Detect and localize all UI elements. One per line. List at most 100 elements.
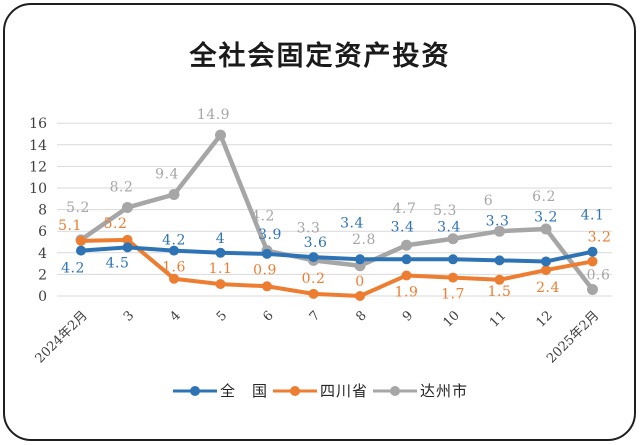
series-point-national-1 — [122, 242, 133, 253]
series-point-dazhou-3 — [215, 129, 226, 141]
series-point-dazhou-7 — [401, 239, 412, 251]
data-label-sichuan-10: 2.4 — [536, 280, 560, 296]
series-point-dazhou-1 — [122, 201, 133, 213]
data-label-national-9: 3.3 — [486, 213, 510, 229]
legend-line-marker-national — [172, 385, 217, 396]
data-label-dazhou-6: 2.8 — [352, 232, 376, 248]
series-point-dazhou-11 — [587, 284, 598, 296]
data-label-sichuan-0: 5.1 — [58, 218, 82, 234]
series-point-sichuan-4 — [262, 281, 272, 292]
series-point-national-8 — [448, 254, 458, 265]
data-label-dazhou-7: 4.7 — [393, 201, 417, 217]
x-tick-label-8: 10 — [441, 308, 463, 330]
data-label-dazhou-3: 14.9 — [197, 107, 230, 123]
y-tick-label-14: 14 — [29, 138, 47, 154]
series-point-national-3 — [215, 247, 226, 258]
data-label-dazhou-10: 6.2 — [532, 189, 556, 205]
data-label-dazhou-5: 3.3 — [297, 220, 321, 236]
legend-item-national: 全 国 — [172, 380, 268, 401]
data-label-sichuan-3: 1.1 — [209, 261, 233, 277]
data-label-sichuan-4: 0.9 — [253, 262, 277, 278]
data-label-national-11: 4.1 — [581, 208, 605, 224]
x-tick-label-7: 9 — [400, 308, 416, 324]
series-point-sichuan-7 — [401, 270, 412, 281]
y-tick-label-16: 16 — [29, 116, 47, 132]
data-label-sichuan-6: 0 — [355, 274, 364, 290]
x-tick-label-10: 12 — [534, 308, 556, 330]
data-label-sichuan-5: 0.2 — [302, 271, 326, 287]
data-label-national-4: 3.9 — [258, 227, 282, 243]
data-label-dazhou-9: 6 — [484, 193, 493, 209]
legend-line-marker-dazhou — [373, 385, 417, 396]
legend-label-dazhou: 达州市 — [420, 382, 469, 400]
series-point-sichuan-1 — [122, 234, 133, 245]
y-tick-label-6: 6 — [38, 224, 47, 240]
legend-line-marker-sichuan — [272, 385, 317, 396]
data-label-sichuan-11: 3.2 — [588, 229, 612, 245]
data-label-national-6: 3.4 — [340, 215, 364, 231]
legend-label-national: 全 国 — [219, 382, 268, 400]
data-label-sichuan-9: 1.5 — [488, 284, 512, 300]
series-point-national-11 — [587, 246, 598, 257]
data-label-national-3: 4 — [216, 231, 225, 247]
x-tick-label-0: 2024年2月 — [33, 308, 91, 366]
series-point-dazhou-10 — [540, 223, 552, 235]
x-tick-label-4: 6 — [260, 308, 276, 324]
series-point-dazhou-2 — [168, 188, 180, 200]
data-label-dazhou-8: 5.3 — [433, 203, 457, 219]
series-point-national-0 — [76, 245, 86, 256]
x-tick-label-1: 3 — [121, 308, 137, 324]
y-tick-label-4: 4 — [38, 246, 47, 262]
legend-label-sichuan: 四川省 — [319, 382, 368, 400]
data-label-dazhou-0: 5.2 — [66, 200, 90, 216]
chart-legend: 全 国 四川省 达州市 — [0, 380, 640, 401]
legend-item-sichuan: 四川省 — [272, 380, 368, 401]
data-label-national-7: 3.4 — [391, 219, 415, 235]
series-line-sichuan — [79, 237, 595, 298]
legend-item-dazhou: 达州市 — [372, 380, 468, 401]
y-tick-label-2: 2 — [38, 267, 47, 283]
series-point-sichuan-3 — [215, 279, 226, 290]
series-point-sichuan-8 — [448, 272, 458, 283]
series-line-national — [79, 245, 595, 264]
chart-title: 全社会固定资产投资 — [189, 41, 451, 72]
series-point-national-6 — [355, 254, 365, 265]
y-tick-label-8: 8 — [38, 203, 47, 219]
data-label-national-10: 3.2 — [534, 209, 558, 225]
data-label-sichuan-2: 1.6 — [162, 260, 186, 276]
x-tick-label-2: 4 — [167, 308, 183, 324]
data-label-national-8: 3.4 — [437, 219, 461, 235]
series-point-dazhou-9 — [494, 225, 505, 237]
x-tick-label-3: 5 — [214, 308, 230, 324]
data-label-national-5: 3.6 — [304, 235, 328, 251]
data-label-dazhou-4: 4.2 — [251, 209, 275, 225]
x-tick-label-9: 11 — [487, 308, 509, 330]
series-point-sichuan-5 — [308, 288, 319, 299]
data-label-dazhou-1: 8.2 — [110, 179, 134, 195]
series-point-national-10 — [541, 256, 551, 267]
x-tick-label-6: 8 — [353, 308, 369, 324]
series-point-sichuan-10 — [541, 265, 551, 276]
data-label-national-1: 4.5 — [106, 255, 130, 271]
series-point-national-7 — [401, 254, 412, 265]
series-point-dazhou-8 — [447, 233, 459, 245]
series-point-sichuan-6 — [355, 291, 365, 301]
series-point-sichuan-2 — [169, 273, 179, 284]
data-label-national-0: 4.2 — [61, 261, 85, 277]
y-tick-label-0: 0 — [38, 289, 47, 305]
data-label-sichuan-7: 1.9 — [395, 284, 419, 300]
series-point-national-9 — [494, 255, 505, 266]
data-label-national-2: 4.2 — [162, 233, 186, 249]
x-tick-label-5: 7 — [307, 308, 323, 324]
series-point-national-2 — [169, 245, 179, 256]
y-tick-label-12: 12 — [29, 159, 47, 175]
series-point-sichuan-0 — [76, 235, 86, 246]
series-point-national-5 — [308, 252, 319, 263]
series-line-dazhou — [78, 132, 595, 292]
data-label-dazhou-11: 0.6 — [587, 268, 611, 284]
data-label-sichuan-8: 1.7 — [441, 287, 465, 303]
series-point-national-4 — [262, 248, 272, 259]
y-tick-label-10: 10 — [29, 181, 47, 197]
series-point-sichuan-9 — [494, 274, 505, 285]
